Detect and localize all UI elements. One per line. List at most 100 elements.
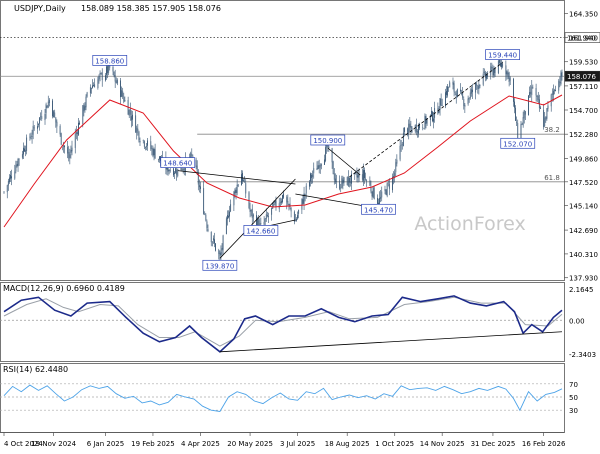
candle-body: [506, 71, 508, 76]
candle-body: [441, 105, 443, 107]
candle-body: [516, 122, 518, 123]
candle-body: [402, 132, 404, 147]
candle-body: [318, 165, 320, 169]
candle-body: [373, 187, 375, 200]
x-tick-label: 16 Feb 2026: [522, 440, 566, 448]
candle-body: [241, 174, 242, 186]
candle-body: [494, 68, 496, 73]
candle-body: [75, 132, 77, 135]
candle-body: [197, 173, 199, 185]
candle-body: [85, 96, 87, 108]
candle-body: [305, 185, 307, 194]
candle-body: [25, 150, 26, 152]
candle-body: [40, 116, 42, 118]
candle-body: [108, 63, 110, 73]
candle-body: [120, 80, 121, 98]
candle-body: [301, 198, 303, 210]
candle-body: [545, 116, 547, 120]
candle-body: [372, 186, 374, 198]
candle-body: [408, 123, 410, 135]
candle-body: [68, 152, 70, 159]
candle-body: [482, 73, 484, 85]
candle-body: [45, 104, 47, 113]
candle-body: [214, 239, 215, 244]
candle-body: [304, 194, 306, 195]
price-tag-label: 158.076: [567, 73, 596, 81]
rsi-line: [3, 384, 563, 412]
candle-body: [235, 190, 237, 194]
candle-body: [381, 191, 383, 198]
candle-body: [124, 99, 126, 102]
candle-body: [492, 68, 494, 76]
candle-body: [350, 181, 351, 183]
candle-body: [460, 89, 461, 92]
price-tick-label: 161.940: [569, 35, 598, 43]
candle-body: [91, 87, 92, 89]
x-tick-label: 6 Jan 2025: [87, 440, 125, 448]
candle-body: [336, 181, 337, 182]
candle-body: [113, 71, 115, 77]
candle-body: [74, 133, 76, 148]
candle-body: [401, 144, 403, 146]
candle-body: [544, 117, 546, 127]
candle-body: [288, 204, 290, 205]
candle-body: [279, 202, 281, 204]
candle-body: [478, 84, 480, 89]
candle-body: [11, 176, 12, 179]
candle-body: [215, 243, 216, 251]
price-annotation-label: 148.640: [163, 160, 192, 168]
candle-body: [551, 93, 553, 95]
candle-body: [396, 159, 398, 164]
candle-body: [364, 169, 365, 179]
candle-body: [150, 141, 152, 150]
candle-body: [210, 231, 212, 243]
ohlc-readout: 158.089 158.385 157.905 158.076: [81, 4, 221, 13]
candle-body: [283, 193, 284, 198]
price-tick-label: 147.520: [569, 179, 598, 187]
candle-body: [106, 66, 107, 75]
candle-body: [509, 77, 511, 81]
candle-body: [244, 181, 246, 183]
candle-body: [275, 200, 277, 208]
candle-body: [84, 106, 86, 110]
candle-body: [93, 85, 94, 87]
candle-body: [16, 164, 18, 166]
candle-body: [123, 96, 125, 102]
price-annotation-label: 139.870: [205, 262, 234, 270]
candle-body: [380, 196, 382, 199]
candle-body: [387, 182, 389, 184]
candle-body: [6, 185, 8, 193]
candle-body: [97, 79, 99, 89]
candle-body: [507, 72, 509, 74]
candle-body: [200, 186, 201, 189]
candle-body: [490, 66, 492, 76]
candle-body: [105, 75, 106, 81]
candle-body: [384, 189, 386, 191]
candle-body: [138, 131, 140, 141]
candle-body: [484, 72, 486, 78]
candle-body: [168, 169, 170, 172]
candle-body: [62, 145, 64, 147]
candle-body: [449, 82, 451, 88]
candle-body: [99, 73, 101, 75]
candle-body: [207, 229, 209, 231]
trendline: [177, 170, 296, 185]
candle-body: [60, 133, 62, 145]
candle-body: [198, 185, 200, 188]
candle-body: [147, 140, 148, 146]
candle-body: [522, 117, 524, 126]
candle-body: [561, 71, 563, 77]
candle-body: [358, 173, 360, 177]
candle-body: [423, 128, 425, 130]
candle-body: [225, 218, 227, 235]
candle-body: [440, 98, 442, 106]
candle-body: [177, 168, 179, 177]
candle-body: [399, 145, 401, 160]
candle-body: [136, 127, 138, 133]
candle-body: [310, 173, 311, 182]
candle-body: [236, 184, 238, 193]
candle-body: [195, 159, 197, 168]
candle-body: [446, 91, 447, 95]
price-annotation-label: 158.860: [95, 57, 124, 65]
macd-trendline: [219, 331, 563, 353]
